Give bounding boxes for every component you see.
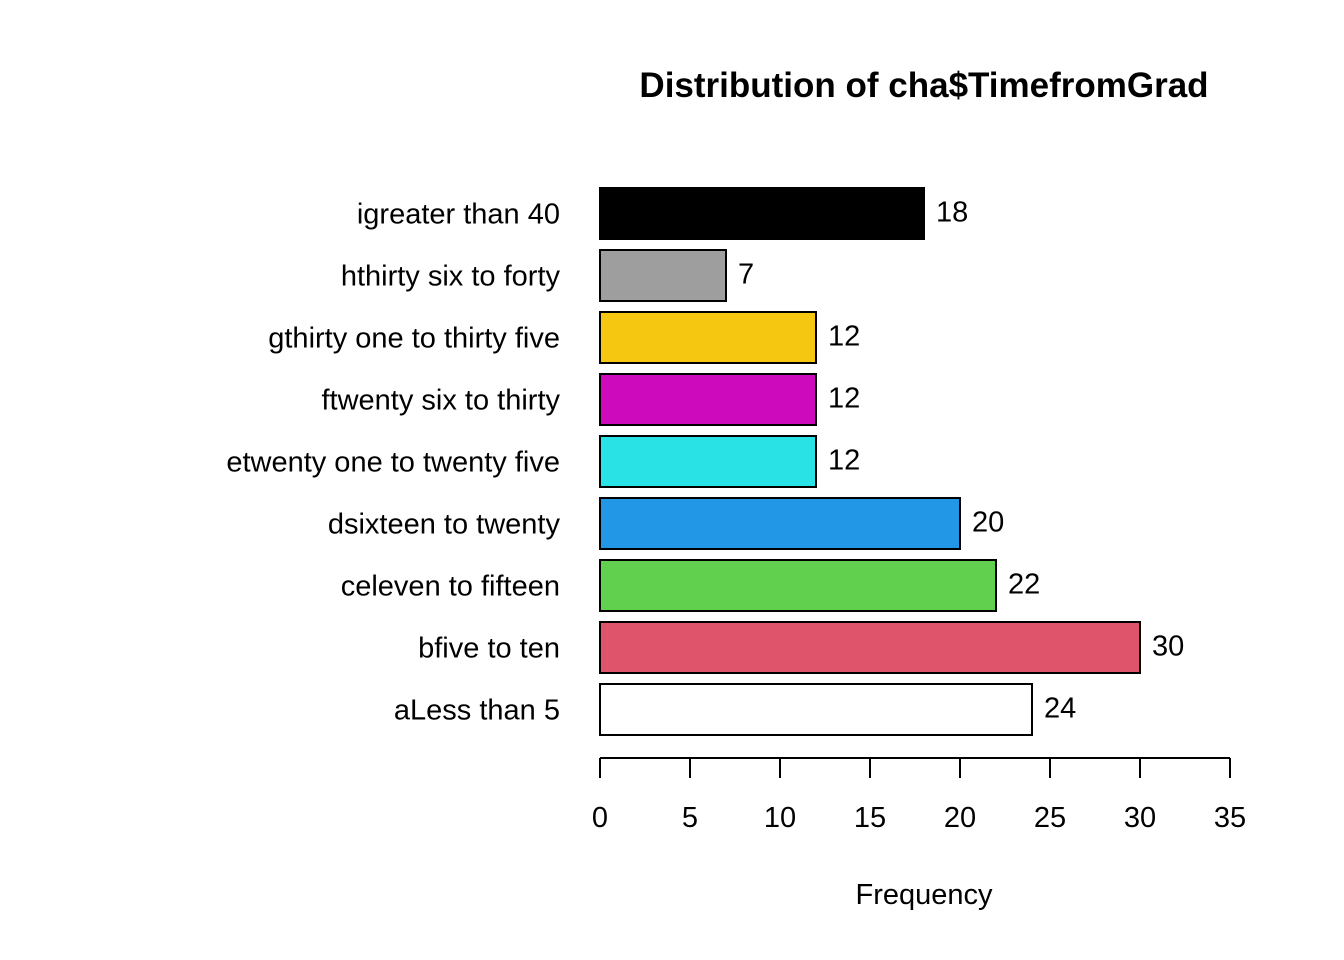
value-label: 22 [1008,569,1040,601]
x-axis-title: Frequency [855,879,993,911]
value-label: 12 [828,445,860,477]
value-label: 12 [828,321,860,353]
bar-hthirty-six-to-forty [599,249,727,302]
x-tick-label: 35 [1214,802,1246,834]
value-label: 24 [1044,693,1076,725]
category-label: ftwenty six to thirty [321,385,560,417]
category-label: igreater than 40 [357,199,560,231]
bar-igreater-than-40 [599,187,925,240]
chart-title: Distribution of cha$TimefromGrad [639,66,1208,105]
value-label: 20 [972,507,1004,539]
category-label: bfive to ten [418,633,560,665]
x-tick-label: 30 [1124,802,1156,834]
value-label: 18 [936,197,968,229]
category-label: dsixteen to twenty [328,509,561,541]
category-label: hthirty six to forty [341,261,561,293]
category-label: celeven to fifteen [341,571,560,603]
category-label: etwenty one to twenty five [226,447,560,479]
x-tick-label: 20 [944,802,976,834]
x-tick-label: 0 [592,802,608,834]
category-label: gthirty one to thirty five [268,323,560,355]
value-label: 30 [1152,631,1184,663]
value-label: 7 [738,259,754,291]
value-label: 12 [828,383,860,415]
x-tick-label: 10 [764,802,796,834]
category-label: aLess than 5 [394,695,560,727]
x-tick-label: 15 [854,802,886,834]
x-tick-label: 5 [682,802,698,834]
x-axis: 0 5 10 15 20 25 30 35 [592,757,1246,834]
bar-aless-than-5 [599,683,1033,736]
bar-bfive-to-ten [599,621,1141,674]
bars-group: aLess than 5 24 bfive to ten 30 celeven to f… [226,187,1184,736]
x-tick-label: 25 [1034,802,1066,834]
bar-etwenty-one-to-twenty-five [599,435,817,488]
bar-celeven-to-fifteen [599,559,997,612]
bar-dsixteen-to-twenty [599,497,961,550]
bar-ftwenty-six-to-thirty [599,373,817,426]
bar-gthirty-one-to-thirty-five [599,311,817,364]
